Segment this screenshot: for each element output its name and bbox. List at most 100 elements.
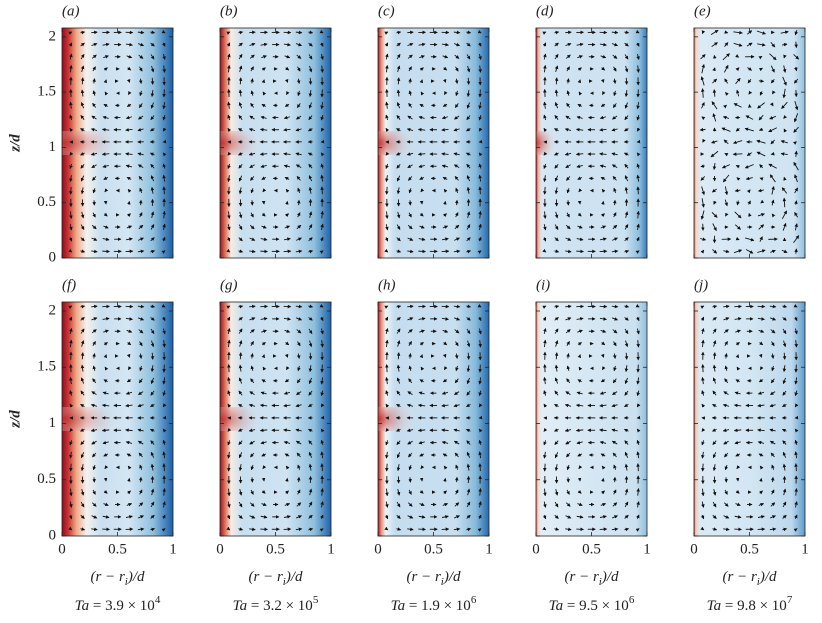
velocity-arrow: [566, 212, 570, 218]
velocity-arrow: [138, 237, 144, 241]
velocity-arrow: [80, 249, 86, 253]
velocity-arrow: [90, 428, 98, 432]
velocity-arrow: [125, 152, 133, 156]
velocity-arrow: [724, 78, 729, 84]
velocity-arrow: [104, 188, 109, 193]
velocity-arrow: [396, 249, 402, 253]
velocity-arrow: [295, 249, 303, 254]
velocity-arrow: [283, 237, 291, 241]
velocity-arrow: [320, 223, 324, 230]
velocity-arrow: [103, 67, 108, 71]
velocity-arrow: [138, 353, 143, 359]
velocity-arrow: [724, 30, 729, 34]
velocity-arrow: [91, 317, 98, 321]
velocity-arrow: [624, 115, 629, 121]
velocity-arrow: [624, 186, 629, 194]
velocity-arrow: [320, 210, 324, 219]
velocity-arrow: [613, 187, 617, 194]
velocity-arrow: [283, 42, 291, 47]
velocity-arrow: [601, 188, 606, 193]
velocity-arrow: [745, 237, 755, 242]
velocity-arrow: [722, 53, 730, 61]
velocity-arrow: [554, 128, 559, 132]
velocity-arrow: [126, 329, 133, 333]
velocity-arrow: [384, 31, 389, 35]
velocity-arrow: [227, 211, 231, 219]
velocity-arrow: [611, 127, 618, 132]
velocity-arrow: [611, 42, 619, 47]
velocity-arrow: [227, 175, 231, 183]
velocity-arrow: [577, 212, 582, 217]
velocity-arrow: [227, 440, 231, 446]
velocity-arrow: [80, 403, 85, 408]
velocity-arrow: [466, 115, 471, 121]
velocity-arrow: [138, 515, 144, 519]
velocity-arrow: [80, 89, 85, 97]
velocity-arrow: [101, 127, 110, 132]
velocity-arrow: [757, 213, 765, 217]
velocity-arrow: [284, 78, 289, 83]
velocity-arrow: [250, 212, 254, 218]
velocity-arrow: [308, 224, 313, 230]
velocity-arrow: [396, 152, 401, 156]
velocity-arrow: [260, 237, 268, 242]
velocity-arrow: [385, 151, 390, 156]
velocity-arrow: [238, 114, 243, 120]
velocity-arrow: [566, 176, 571, 181]
velocity-arrow: [454, 175, 459, 181]
velocity-arrow: [261, 55, 267, 59]
velocity-arrow: [757, 188, 764, 193]
velocity-arrow: [701, 30, 706, 35]
velocity-arrow: [636, 186, 640, 195]
velocity-arrow: [793, 54, 800, 60]
velocity-arrow: [565, 115, 571, 120]
velocity-arrow: [466, 186, 471, 194]
velocity-arrow: [69, 224, 73, 231]
velocity-arrow: [162, 115, 166, 121]
y-axis-label: z/d: [7, 410, 23, 429]
caption-symbol: Ta: [549, 598, 563, 614]
velocity-arrow: [384, 237, 389, 242]
x-axis-label: (r − ri)/d: [722, 569, 777, 587]
velocity-arrow: [600, 103, 606, 107]
velocity-arrow: [308, 163, 313, 169]
velocity-arrow: [80, 501, 85, 508]
velocity-arrow: [162, 210, 166, 219]
velocity-arrow: [227, 114, 231, 121]
velocity-arrow: [296, 237, 302, 241]
velocity-arrow: [102, 164, 109, 168]
velocity-arrow: [565, 304, 572, 309]
velocity-arrow: [238, 249, 244, 253]
velocity-arrow: [150, 127, 155, 132]
velocity-arrow: [408, 66, 412, 72]
velocity-arrow: [612, 54, 618, 59]
velocity-arrow: [139, 365, 143, 372]
velocity-arrow: [466, 163, 471, 169]
velocity-arrow: [80, 464, 85, 472]
velocity-arrow: [150, 390, 155, 396]
velocity-arrow: [92, 340, 96, 347]
velocity-arrow: [150, 237, 155, 242]
x-tick-label: 0: [374, 541, 382, 557]
velocity-arrow: [103, 502, 109, 507]
x-tick-label: 0.5: [266, 541, 285, 557]
velocity-arrow: [80, 440, 85, 446]
velocity-arrow: [407, 249, 414, 254]
velocity-arrow: [80, 152, 85, 156]
velocity-arrow: [407, 115, 413, 120]
velocity-arrow: [103, 354, 108, 359]
velocity-arrow: [385, 53, 389, 60]
velocity-arrow: [746, 42, 753, 47]
velocity-arrow: [793, 235, 800, 244]
velocity-arrow: [781, 42, 788, 47]
x-tick-label: 1: [327, 541, 335, 557]
velocity-arrow: [283, 152, 291, 156]
velocity-arrow: [150, 317, 155, 321]
velocity-arrow: [308, 65, 313, 73]
velocity-arrow: [297, 187, 301, 194]
velocity-arrow: [612, 115, 618, 120]
velocity-arrow: [103, 55, 109, 59]
velocity-arrow: [793, 126, 799, 133]
velocity-arrow: [624, 30, 630, 35]
velocity-arrow: [261, 103, 266, 108]
